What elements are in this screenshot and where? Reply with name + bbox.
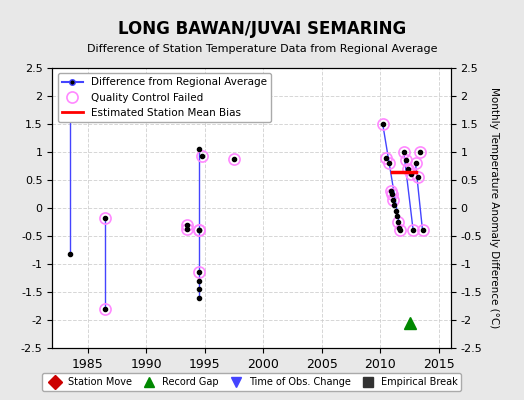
Text: Berkeley Earth: Berkeley Earth: [389, 382, 461, 392]
Text: Difference of Station Temperature Data from Regional Average: Difference of Station Temperature Data f…: [87, 44, 437, 54]
Y-axis label: Monthly Temperature Anomaly Difference (°C): Monthly Temperature Anomaly Difference (…: [489, 87, 499, 329]
Legend: Difference from Regional Average, Quality Control Failed, Estimated Station Mean: Difference from Regional Average, Qualit…: [58, 73, 271, 122]
Text: LONG BAWAN/JUVAI SEMARING: LONG BAWAN/JUVAI SEMARING: [118, 20, 406, 38]
Legend: Station Move, Record Gap, Time of Obs. Change, Empirical Break: Station Move, Record Gap, Time of Obs. C…: [41, 373, 462, 391]
